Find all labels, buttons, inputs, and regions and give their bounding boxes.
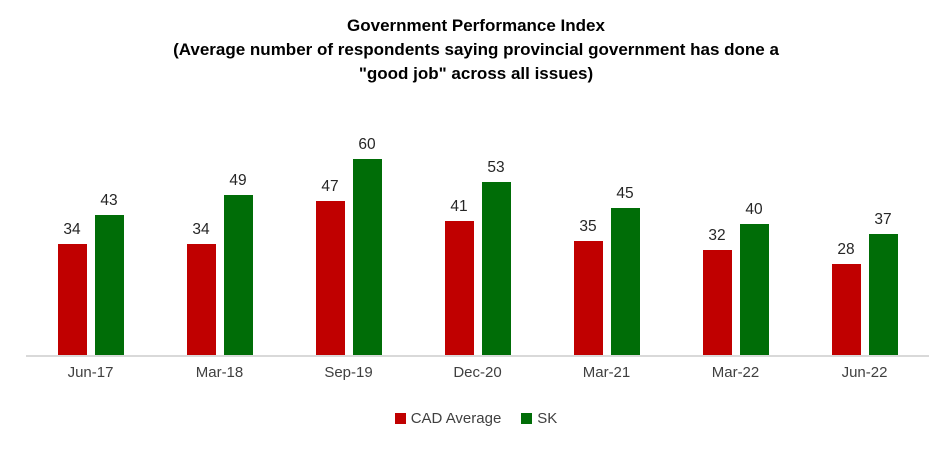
bar (831, 264, 861, 355)
bar (223, 195, 253, 355)
bar-group: 41 53 (413, 125, 542, 355)
legend-swatch-icon (521, 413, 533, 424)
bar-value-label: 32 (708, 227, 726, 244)
bar-group: 34 43 (26, 125, 155, 355)
bar (444, 221, 474, 355)
bar-wrap: 43 (94, 192, 124, 355)
bar-value-label: 37 (874, 211, 892, 228)
legend-item: SK (521, 410, 557, 427)
bar (186, 244, 216, 355)
bar-wrap: 49 (223, 172, 253, 355)
bar (739, 224, 769, 355)
bar-wrap: 41 (444, 198, 474, 355)
bar-value-label: 47 (321, 178, 339, 195)
bar-wrap: 40 (739, 201, 769, 355)
bar-wrap: 34 (57, 221, 87, 355)
bar-value-label: 49 (229, 172, 247, 189)
plot-area: 34 43 34 49 47 60 41 53 35 45 32 40 28 37 (26, 125, 929, 357)
bar-wrap: 53 (481, 159, 511, 355)
bar-wrap: 34 (186, 221, 216, 355)
bar-wrap: 28 (831, 241, 861, 355)
x-axis-label: Sep-19 (324, 364, 373, 381)
x-axis-label: Dec-20 (453, 364, 502, 381)
chart-title-line-2: (Average number of respondents saying pr… (173, 40, 779, 59)
bar-wrap: 47 (315, 178, 345, 355)
bar (57, 244, 87, 355)
bar (315, 201, 345, 355)
bar-wrap: 32 (702, 227, 732, 355)
bar (702, 250, 732, 355)
bar-value-label: 35 (579, 218, 597, 235)
x-axis-labels: Jun-17 Mar-18 Sep-19 Dec-20 Mar-21 Mar-22 Jun-… (26, 364, 929, 381)
bar-group: 35 45 (542, 125, 671, 355)
legend-label: CAD Average (410, 410, 502, 427)
bar (610, 208, 640, 355)
bar-value-label: 53 (487, 159, 505, 176)
legend: CAD Average SK (0, 410, 952, 427)
bar-wrap: 37 (868, 211, 898, 355)
legend-label: SK (537, 410, 558, 427)
legend-swatch-icon (394, 413, 406, 424)
bar-wrap: 60 (352, 136, 382, 355)
legend-item: CAD Average (394, 410, 502, 427)
bar (481, 182, 511, 355)
bar-value-label: 43 (100, 192, 118, 209)
x-axis-label: Mar-21 (582, 364, 631, 381)
bar (868, 234, 898, 355)
bar-value-label: 34 (192, 221, 210, 238)
bar-group: 34 49 (155, 125, 284, 355)
chart-title-line-3: "good job" across all issues) (358, 64, 594, 83)
x-axis-label: Mar-22 (711, 364, 760, 381)
x-axis-label: Mar-18 (195, 364, 244, 381)
bar (94, 215, 124, 355)
bar-value-label: 45 (616, 185, 634, 202)
bar-value-label: 40 (745, 201, 763, 218)
chart-title-line-1: Government Performance Index (347, 16, 605, 35)
bar-group: 32 40 (671, 125, 800, 355)
chart-title: Government Performance Index (Average nu… (0, 14, 952, 86)
bar-wrap: 45 (610, 185, 640, 355)
bar-value-label: 60 (358, 136, 376, 153)
bar (352, 159, 382, 355)
bar-value-label: 34 (63, 221, 81, 238)
x-axis-label: Jun-17 (67, 364, 114, 381)
bar-wrap: 35 (573, 218, 603, 355)
bar (573, 241, 603, 355)
x-axis-label: Jun-22 (841, 364, 888, 381)
bar-value-label: 28 (837, 241, 855, 258)
bar-group: 28 37 (800, 125, 929, 355)
bar-group: 47 60 (284, 125, 413, 355)
bar-value-label: 41 (450, 198, 468, 215)
